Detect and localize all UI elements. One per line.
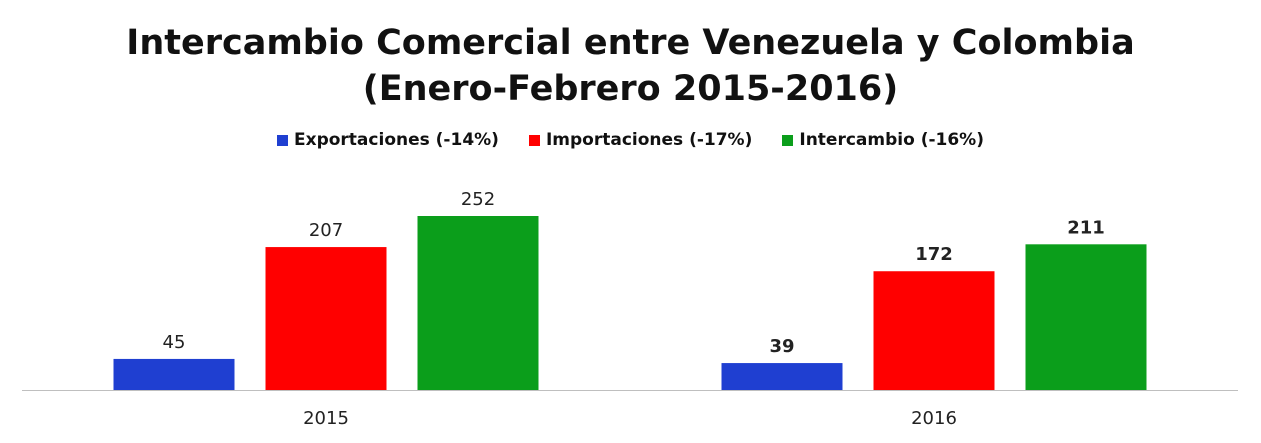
value-label-2015-series-2: 252	[461, 189, 495, 210]
legend-item-importaciones: Importaciones (-17%)	[528, 130, 753, 150]
legend-swatch-importaciones	[528, 134, 540, 146]
legend-swatch-intercambio	[782, 134, 794, 146]
category-label-2016: 2016	[911, 408, 957, 429]
bar-2015-series-2	[417, 216, 539, 390]
legend-swatch-exportaciones	[277, 134, 288, 146]
chart-title: Intercambio Comercial entre Venezuela y …	[126, 23, 1135, 63]
legend-label-importaciones: Importaciones (-17%)	[545, 130, 753, 150]
value-label-2016-series-2: 211	[1067, 217, 1105, 238]
chart-title-block: Intercambio Comercial entre Venezuela y …	[0, 20, 1261, 112]
value-label-2016-series-1: 172	[915, 244, 953, 265]
legend-item-intercambio: Intercambio (-16%)	[782, 130, 984, 150]
bar-2015-series-0	[113, 358, 235, 390]
bar-2016-series-1	[873, 271, 995, 390]
category-label-2015: 2015	[303, 408, 349, 429]
value-label-2015-series-1: 207	[309, 220, 343, 241]
legend-label-exportaciones: Exportaciones (-14%)	[294, 130, 499, 150]
value-label-2015-series-0: 45	[163, 332, 186, 353]
value-label-2016-series-0: 39	[769, 336, 794, 357]
chart-subtitle: (Enero-Febrero 2015-2016)	[362, 69, 899, 109]
bar-2015-series-1	[265, 247, 387, 390]
bar-2016-series-0	[721, 363, 843, 390]
legend-label-intercambio: Intercambio (-16%)	[799, 130, 984, 150]
legend-item-exportaciones: Exportaciones (-14%)	[277, 130, 499, 150]
legend: Exportaciones (-14%) Importaciones (-17%…	[0, 130, 1261, 150]
bar-2016-series-2	[1025, 244, 1147, 390]
